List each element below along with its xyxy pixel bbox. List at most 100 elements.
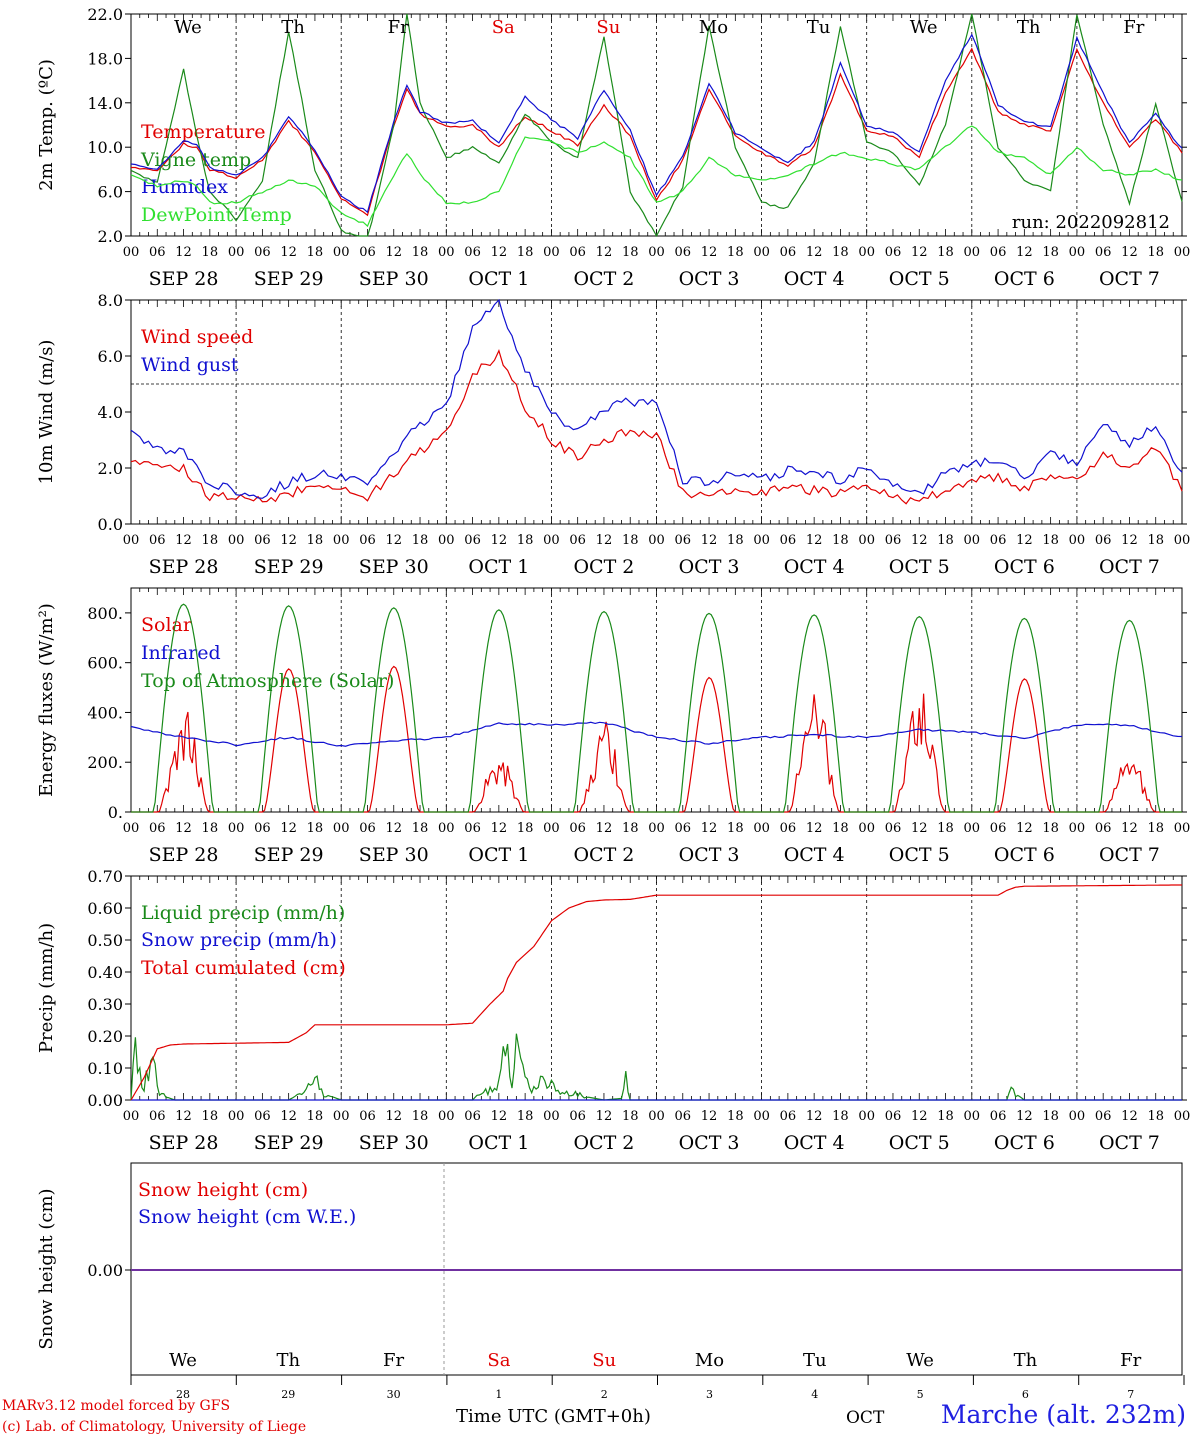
y-tick-label: 0.70 xyxy=(87,867,123,886)
legend-entry: Infrared xyxy=(141,642,221,664)
x-hour-label: 06 xyxy=(990,533,1007,548)
x-hour-label: 00 xyxy=(858,1109,875,1124)
day-number-label: 3 xyxy=(706,1388,713,1401)
legend-entry: DewPoint Temp xyxy=(141,204,292,226)
y-tick-label: 0.00 xyxy=(87,1091,123,1110)
x-hour-label: 12 xyxy=(596,245,613,260)
x-hour-label: 06 xyxy=(569,1109,586,1124)
x-hour-label: 12 xyxy=(806,821,823,836)
x-hour-label: 18 xyxy=(727,1109,744,1124)
x-day-label: SEP 28 xyxy=(149,556,219,578)
x-hour-label: 18 xyxy=(307,245,324,260)
weekday-label: Sa xyxy=(487,1350,510,1371)
x-day-label: OCT 6 xyxy=(994,844,1055,866)
day-number-label: 29 xyxy=(281,1388,295,1401)
x-hour-label: 06 xyxy=(1095,821,1112,836)
x-day-label: OCT 5 xyxy=(889,268,950,290)
x-day-label: OCT 1 xyxy=(468,268,529,290)
x-hour-label: 18 xyxy=(1042,245,1059,260)
day-number-label: 6 xyxy=(1022,1388,1029,1401)
x-hour-label: 00 xyxy=(123,245,140,260)
x-hour-label: 06 xyxy=(1095,1109,1112,1124)
x-day-label: OCT 2 xyxy=(573,556,634,578)
x-hour-label: 00 xyxy=(964,1109,981,1124)
x-hour-label: 00 xyxy=(648,533,665,548)
x-hour-label: 06 xyxy=(675,245,692,260)
x-day-label: OCT 5 xyxy=(889,844,950,866)
x-day-label: OCT 1 xyxy=(468,844,529,866)
x-hour-label: 12 xyxy=(1016,533,1033,548)
x-hour-label: 06 xyxy=(359,245,376,260)
x-hour-label: 18 xyxy=(832,1109,849,1124)
x-hour-label: 18 xyxy=(1147,533,1164,548)
x-hour-label: 12 xyxy=(1016,245,1033,260)
x-day-label: SEP 29 xyxy=(254,268,324,290)
x-hour-label: 12 xyxy=(596,533,613,548)
x-day-label: OCT 6 xyxy=(994,1132,1055,1154)
x-hour-label: 12 xyxy=(701,1109,718,1124)
x-day-label: SEP 30 xyxy=(359,556,429,578)
x-hour-label: 12 xyxy=(280,1109,297,1124)
x-day-label: OCT 6 xyxy=(994,268,1055,290)
x-hour-label: 06 xyxy=(675,821,692,836)
weekday-label: Fr xyxy=(1123,17,1144,38)
x-hour-label: 18 xyxy=(202,1109,219,1124)
x-hour-label: 00 xyxy=(228,533,245,548)
y-tick-label: 14.0 xyxy=(87,94,123,113)
x-day-label: SEP 30 xyxy=(359,268,429,290)
x-hour-label: 06 xyxy=(149,1109,166,1124)
x-hour-label: 06 xyxy=(254,245,271,260)
x-hour-label: 06 xyxy=(780,821,797,836)
legend-entry: Solar xyxy=(141,614,193,636)
x-hour-label: 00 xyxy=(1069,1109,1086,1124)
x-hour-label: 12 xyxy=(1121,821,1138,836)
x-hour-label: 00 xyxy=(753,821,770,836)
x-hour-label: 06 xyxy=(885,533,902,548)
x-hour-label: 06 xyxy=(885,1109,902,1124)
x-hour-label: 12 xyxy=(806,533,823,548)
x-hour-label: 18 xyxy=(307,533,324,548)
x-day-label: OCT 4 xyxy=(784,844,845,866)
day-number-label: 1 xyxy=(495,1388,502,1401)
legend-entry: Top of Atmosphere (Solar) xyxy=(141,670,394,692)
legend-entry: Snow height (cm) xyxy=(138,1179,308,1201)
x-hour-label: 12 xyxy=(280,245,297,260)
weekday-label: Su xyxy=(596,17,620,38)
y-tick-label: 8.0 xyxy=(98,291,123,310)
x-hour-label: 18 xyxy=(937,245,954,260)
x-hour-label: 18 xyxy=(202,533,219,548)
series-line-1 xyxy=(130,13,1183,238)
x-day-label: OCT 4 xyxy=(784,556,845,578)
legend-entry: Liquid precip (mm/h) xyxy=(141,902,345,924)
x-hour-label: 18 xyxy=(727,533,744,548)
x-hour-label: 00 xyxy=(753,1109,770,1124)
x-day-label: OCT 4 xyxy=(784,1132,845,1154)
x-hour-label: 12 xyxy=(385,533,402,548)
x-day-label: OCT 3 xyxy=(679,1132,740,1154)
legend-entry: Snow height (cm W.E.) xyxy=(138,1206,356,1228)
x-hour-label: 06 xyxy=(780,1109,797,1124)
x-hour-label: 18 xyxy=(937,1109,954,1124)
x-hour-label: 06 xyxy=(885,821,902,836)
x-hour-label: 00 xyxy=(1174,245,1191,260)
x-hour-label: 06 xyxy=(464,821,481,836)
x-hour-label: 18 xyxy=(622,533,639,548)
x-hour-label: 12 xyxy=(175,1109,192,1124)
x-hour-label: 12 xyxy=(1016,821,1033,836)
x-day-label: SEP 29 xyxy=(254,556,324,578)
x-hour-label: 18 xyxy=(1042,821,1059,836)
x-day-label: OCT 1 xyxy=(468,556,529,578)
x-hour-label: 06 xyxy=(254,1109,271,1124)
x-hour-label: 00 xyxy=(1174,821,1191,836)
x-hour-label: 12 xyxy=(175,533,192,548)
weekday-label: Fr xyxy=(1120,1350,1141,1371)
x-hour-label: 18 xyxy=(727,245,744,260)
x-hour-label: 12 xyxy=(806,1109,823,1124)
x-hour-label: 00 xyxy=(1174,1109,1191,1124)
x-hour-label: 18 xyxy=(1147,1109,1164,1124)
legend-entry: Temperature xyxy=(141,121,265,143)
y-tick-label: 200. xyxy=(87,753,123,772)
y-tick-label: 400. xyxy=(87,703,123,722)
x-day-label: OCT 7 xyxy=(1099,844,1160,866)
x-hour-label: 00 xyxy=(648,245,665,260)
